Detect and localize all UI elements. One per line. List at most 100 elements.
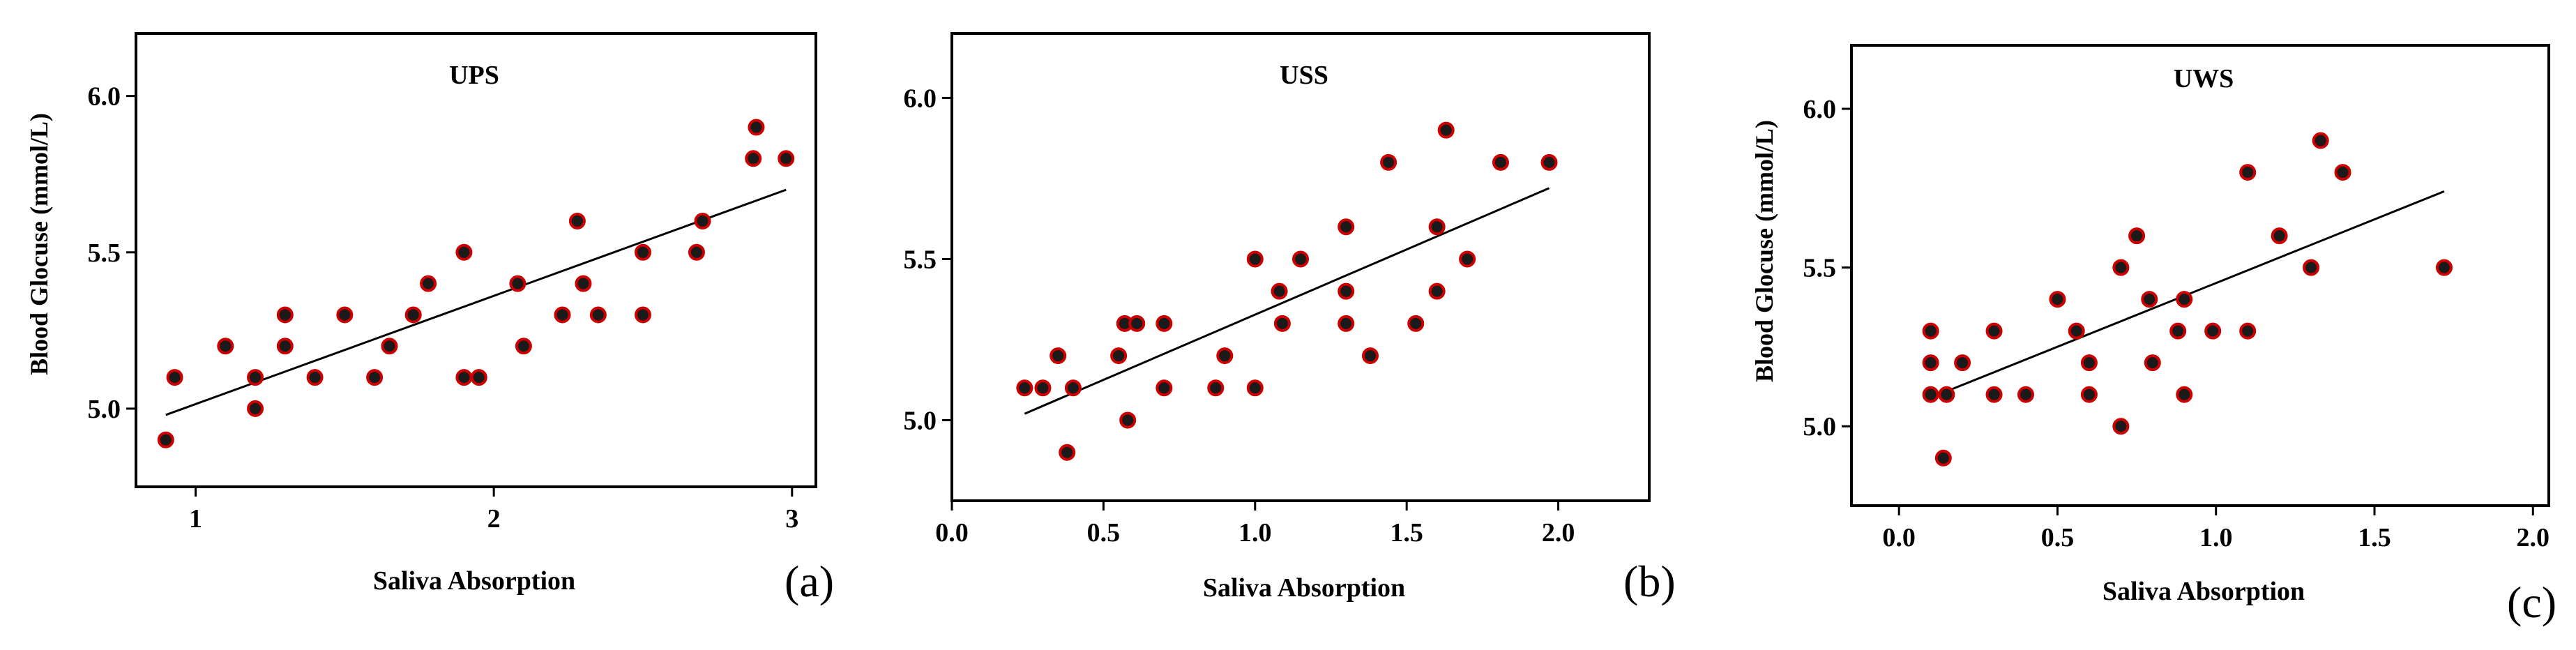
x-tick-label: 2.0 [1542,518,1575,547]
chart-title: UPS [449,61,499,90]
data-point [1985,322,2003,340]
data-point [157,431,174,448]
y-tick-label: 5.0 [904,406,937,435]
data-point [1407,315,1425,332]
y-tick-label: 6.0 [88,82,121,112]
data-point [276,306,294,324]
data-point [2312,132,2329,149]
chart-panel-a: Blood Glocuse (mmol/L) UPS 5.0 5.5 6.0 1 2 3… [0,0,865,647]
y-axis-label: Blood Glocuse (mmol/L) [25,113,53,375]
data-point [2176,386,2193,403]
plot-frame [950,32,1651,502]
x-tick-label: 0.5 [2041,523,2075,552]
data-point [1338,315,1355,332]
x-axis-label: Saliva Absorption [1203,573,1405,603]
y-tick-label: 5.5 [1803,254,1837,283]
data-point [247,369,264,386]
chart-title: UWS [2174,64,2234,93]
x-ticks: 0.0 0.5 1.0 1.5 2.0 [1882,506,2550,552]
plot-frame [1850,44,2550,507]
data-point [2144,354,2161,372]
panel-label: (b) [1623,557,1676,606]
data-point [1437,121,1455,139]
chart-panel-b: USS 5.0 5.5 6.0 0.0 0.5 1.0 1.5 2.0 Saliva Abs… [865,0,1729,647]
data-point [1459,250,1476,268]
plot-frame [135,32,817,488]
data-point [2141,291,2158,308]
y-tick-label: 5.0 [88,395,121,424]
data-point [554,306,571,324]
y-ticks: 5.0 5.5 6.0 [88,82,136,424]
data-point [1110,347,1128,365]
x-tick-label: 1.0 [1238,518,1272,547]
x-tick-label: 1.5 [2358,523,2391,552]
data-point [1050,347,1067,365]
data-point [1922,354,1939,372]
x-tick-label: 1.5 [1390,518,1423,547]
x-tick-label: 1 [189,504,202,534]
data-point [2239,322,2257,340]
chart-svg-a: Blood Glocuse (mmol/L) UPS 5.0 5.5 6.0 1 2 3… [25,32,834,606]
data-point [336,306,354,324]
x-axis-label: Saliva Absorption [2103,577,2305,606]
y-ticks: 5.0 5.5 6.0 [1803,95,1851,441]
y-tick-label: 6.0 [1803,95,1837,124]
data-point [1338,218,1355,236]
data-point [2017,386,2034,403]
panel-label: (c) [2507,577,2556,627]
data-point [1016,379,1033,397]
data-point [1985,386,2003,403]
data-point [2080,386,2098,403]
x-tick-label: 3 [785,504,798,534]
data-point [1492,153,1509,171]
data-point [1922,386,1939,403]
data-point [1156,379,1173,397]
data-point [1059,444,1076,461]
data-point [1338,282,1355,300]
data-point [589,306,607,324]
data-point [166,369,183,386]
data-point [745,150,762,167]
data-point [2068,322,2085,340]
data-point [1207,379,1225,397]
data-point [1216,347,1234,365]
y-tick-label: 5.5 [88,239,121,268]
data-point [420,275,437,292]
data-point [568,212,586,229]
data-point [1128,315,1146,332]
data-point [217,338,234,355]
x-tick-label: 2.0 [2517,523,2550,552]
data-point [2204,322,2222,340]
data-points [157,119,795,448]
x-tick-label: 0.0 [935,518,969,547]
data-point [1271,282,1288,300]
chart-title: USS [1280,61,1328,90]
data-point [1246,379,1264,397]
panel-label: (a) [785,557,834,606]
fit-line [1024,187,1550,415]
fit-line [165,188,787,416]
data-points [1016,121,1558,461]
data-point [2080,354,2098,372]
data-point [455,369,473,386]
data-point [381,338,398,355]
data-point [2176,291,2193,308]
data-point [1362,347,1379,365]
x-ticks: 1 2 3 [189,487,798,534]
x-tick-label: 0.5 [1087,518,1121,547]
data-points [1922,132,2453,467]
chart-svg-c: Blood Glocuse (mmol/L) UWS 5.0 5.5 6.0 0.0… [1750,44,2556,627]
data-point [748,119,765,136]
data-point [778,150,795,167]
y-ticks: 5.0 5.5 6.0 [904,84,952,435]
data-point [2128,227,2146,245]
data-point [688,243,705,261]
data-point [575,275,592,292]
data-point [1540,153,1558,171]
data-point [1064,379,1082,397]
data-point [1380,153,1397,171]
data-point [1246,250,1264,268]
data-point [2239,164,2257,181]
data-point [2049,291,2066,308]
data-point [2334,164,2351,181]
